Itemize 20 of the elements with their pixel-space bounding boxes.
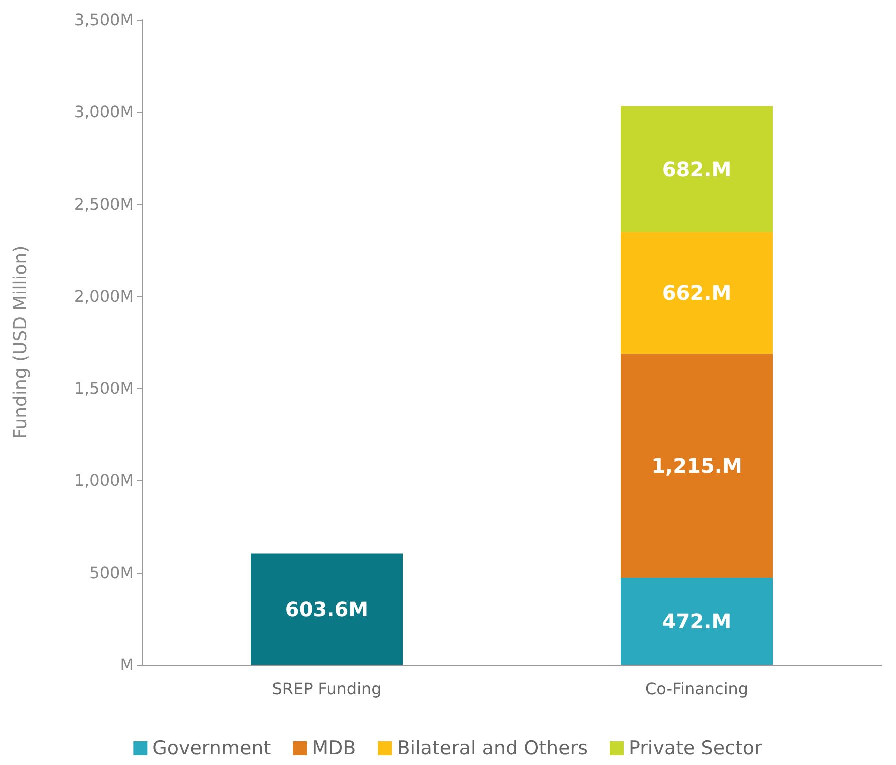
- y-tick-label: 500M: [90, 563, 134, 582]
- legend-label: Government: [152, 738, 272, 760]
- x-tick-label: Co-Financing: [645, 680, 749, 698]
- y-axis-title: Funding (USD Million): [10, 246, 32, 440]
- x-tick-label: SREP Funding: [272, 680, 382, 698]
- legend-label: Private Sector: [628, 738, 763, 760]
- legend-label: MDB: [312, 738, 356, 760]
- data-label: 472.M: [662, 610, 732, 634]
- data-label: 603.6M: [285, 597, 369, 622]
- legend-label: Bilateral and Others: [397, 738, 588, 760]
- data-label: 1,215.M: [652, 454, 742, 478]
- data-label: 662.M: [662, 281, 732, 306]
- y-tick-label: 3,500M: [74, 10, 134, 30]
- y-tick-label: M: [120, 656, 134, 674]
- y-tick-label: 2,000M: [74, 286, 134, 306]
- y-tick-label: 1,000M: [74, 471, 134, 490]
- y-tick-label: 1,500M: [74, 379, 134, 398]
- data-label: 682.M: [662, 157, 732, 182]
- y-tick-label: 2,500M: [74, 194, 134, 214]
- y-tick-label: 3,000M: [74, 102, 134, 122]
